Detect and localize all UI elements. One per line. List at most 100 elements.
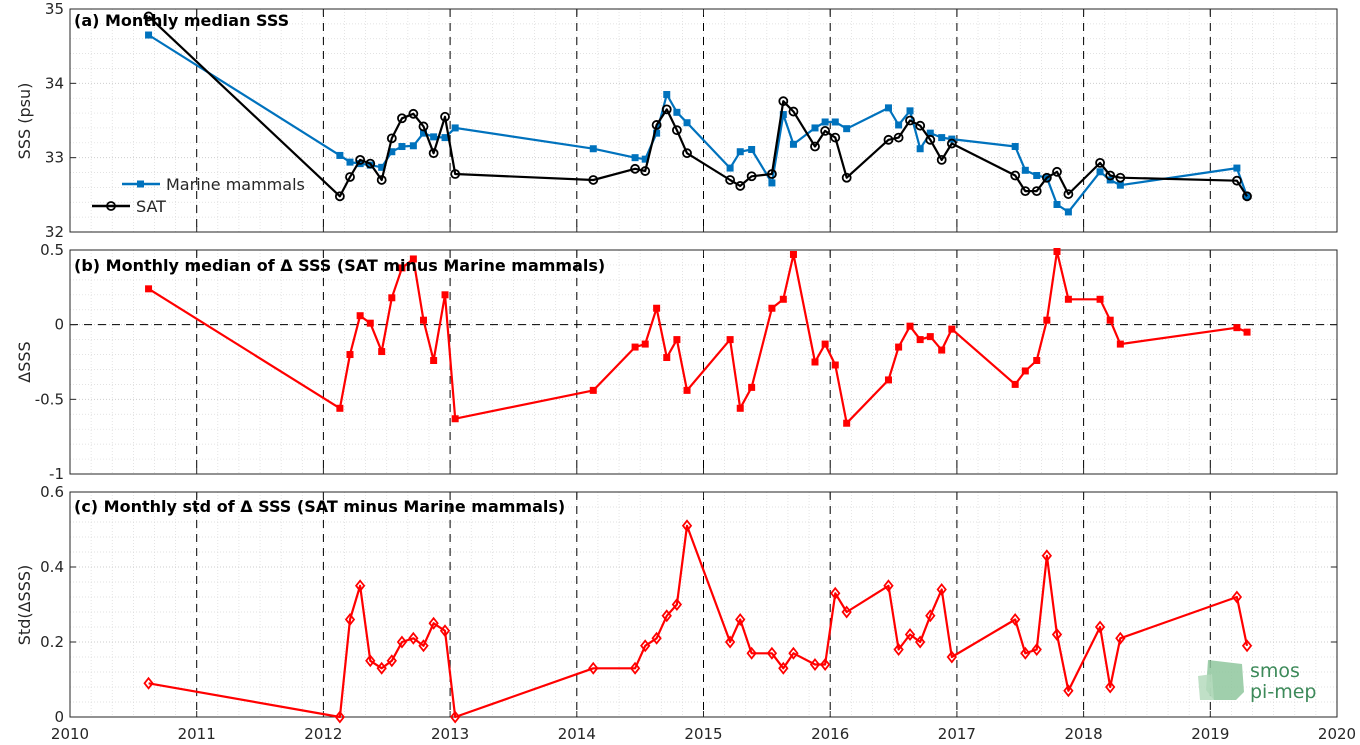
panel-b-plot-layer: -1 -0.5 0 0.5 [35, 241, 1338, 483]
data-point [936, 583, 947, 596]
data-point [768, 179, 776, 187]
panel-a-title: (a) Monthly median SSS [74, 11, 289, 30]
data-point [631, 154, 639, 162]
data-point [1115, 631, 1126, 645]
data-point [1041, 549, 1053, 563]
data-point [419, 316, 427, 324]
data-point [830, 132, 841, 143]
y-tick-label: 0 [54, 708, 64, 726]
data-point [589, 386, 597, 394]
data-point [1011, 380, 1019, 388]
data-point [1041, 172, 1052, 183]
data-point [916, 145, 924, 153]
data-point [661, 609, 672, 623]
data-point [651, 120, 662, 130]
data-point [926, 333, 934, 341]
data-point [884, 376, 892, 384]
y-tick-label: 0.2 [40, 633, 64, 651]
y-tick-label: 33 [45, 149, 64, 167]
data-point [778, 96, 789, 107]
data-point [682, 148, 692, 159]
series-line [148, 524, 1249, 719]
data-point [336, 404, 344, 412]
data-point [355, 154, 366, 165]
data-point [788, 106, 799, 117]
data-point [831, 118, 839, 126]
panel-c-std-delta-sss: 0 0.2 0.4 0.6 2010 2011 2012 2013 2014 2015 2016 20… [15, 483, 1356, 743]
data-point [1241, 639, 1253, 653]
data-point [430, 133, 438, 141]
y-tick-label: 0.5 [40, 241, 64, 259]
data-point [640, 166, 651, 176]
data-point [653, 304, 661, 312]
legend-marine-mammals-marker [137, 180, 144, 188]
data-point [588, 661, 599, 675]
y-tick-label: -1 [49, 465, 64, 483]
data-point [1105, 680, 1116, 694]
data-point [819, 658, 831, 671]
data-point [683, 119, 691, 127]
data-point [398, 264, 406, 272]
data-point [946, 138, 957, 149]
data-point [1094, 620, 1106, 634]
data-point [1233, 164, 1241, 172]
data-point [778, 661, 789, 675]
data-point [428, 616, 439, 630]
series-sat [143, 11, 1252, 202]
data-point [1043, 316, 1051, 324]
data-point [671, 598, 683, 611]
data-point [1020, 186, 1031, 197]
data-point [926, 129, 934, 137]
data-point [841, 172, 852, 183]
y-tick-label: 0 [54, 316, 64, 334]
data-point [736, 404, 744, 412]
legend-sat-label: SAT [136, 197, 166, 216]
data-point [386, 133, 397, 144]
data-point [820, 126, 831, 136]
series-delta-b [145, 247, 1251, 427]
data-point [748, 383, 756, 391]
data-point [451, 415, 459, 423]
data-point [629, 661, 641, 675]
data-point [946, 650, 957, 664]
x-tick-label: 2017 [938, 725, 976, 743]
x-tick-label: 2012 [304, 725, 342, 743]
data-point [428, 148, 439, 159]
data-point [746, 646, 757, 660]
data-point [915, 120, 926, 131]
logo-line-2: pi-mep [1250, 681, 1316, 703]
data-point [440, 111, 450, 122]
y-tick-label: 32 [45, 223, 64, 241]
data-point [811, 358, 819, 366]
data-point [1116, 181, 1124, 189]
x-tick-label: 2016 [811, 725, 849, 743]
data-point [726, 336, 734, 344]
data-point [334, 710, 346, 724]
data-point [831, 361, 839, 369]
data-point [925, 134, 936, 145]
data-point [396, 635, 408, 649]
data-point [334, 191, 345, 202]
panel-b-delta-sss: -1 -0.5 0 0.5 (b) Monthly median of Δ SSS (… [15, 241, 1338, 483]
data-point [336, 151, 344, 159]
y-tick-label: 35 [45, 0, 64, 18]
data-point [418, 639, 429, 653]
data-point [1095, 157, 1105, 168]
data-point [916, 336, 924, 344]
data-point [841, 605, 852, 619]
data-point [451, 124, 459, 132]
panel-b-title: (b) Monthly median of Δ SSS (SAT minus M… [74, 256, 605, 275]
data-point [1020, 646, 1031, 660]
panel-a-legend: Marine mammals SAT [92, 175, 305, 216]
x-tick-label: 2013 [431, 725, 469, 743]
data-point [630, 163, 640, 174]
x-tick-label: 2020 [1318, 725, 1356, 743]
data-point [809, 658, 821, 671]
data-point [1031, 643, 1042, 656]
data-point [673, 336, 681, 344]
data-point [810, 141, 820, 152]
data-point [681, 519, 693, 533]
data-point [915, 635, 926, 649]
data-point [895, 343, 903, 351]
data-point [354, 579, 366, 593]
